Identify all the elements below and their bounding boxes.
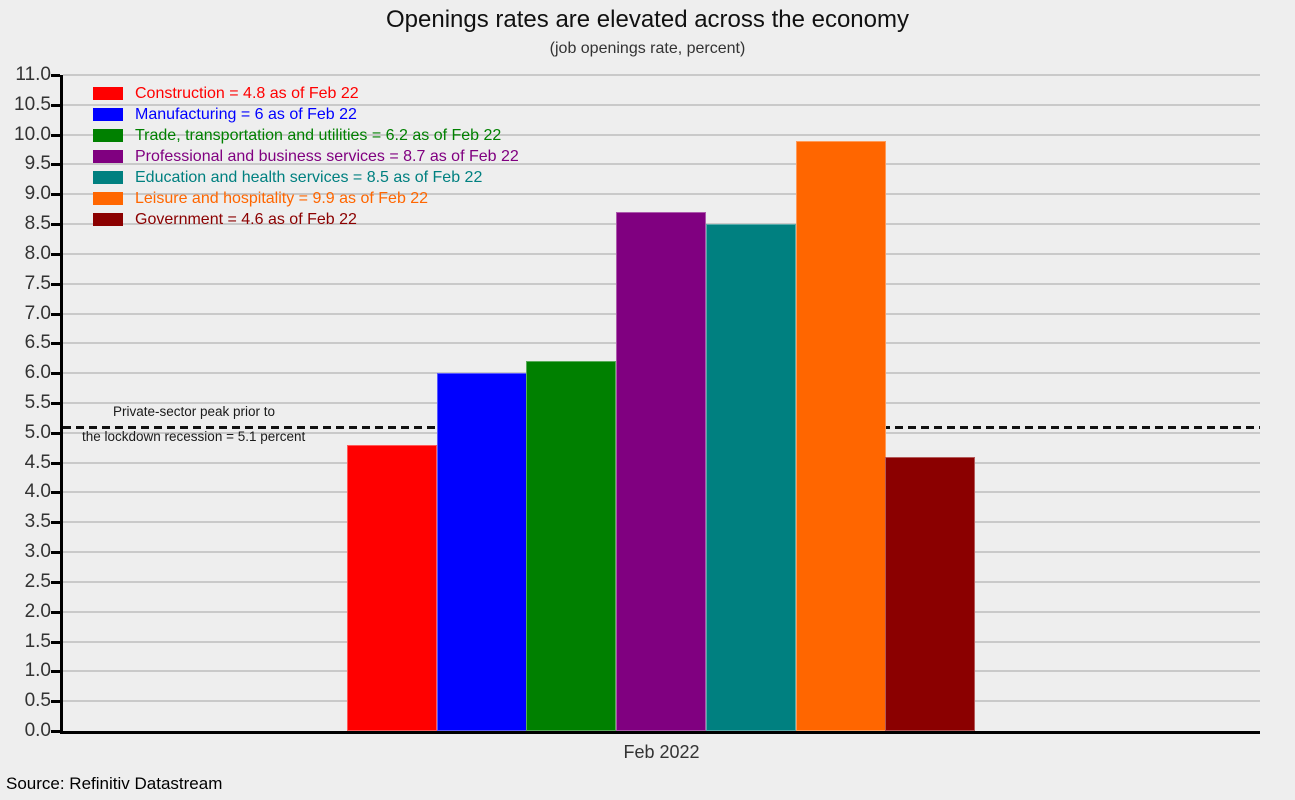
y-axis-tick bbox=[51, 462, 60, 465]
y-axis-tick bbox=[51, 611, 60, 614]
y-axis-tick-label: 9.0 bbox=[24, 183, 51, 204]
legend-swatch bbox=[93, 213, 123, 226]
y-axis-tick bbox=[51, 581, 60, 584]
legend: Construction = 4.8 as of Feb 22 Manufactu… bbox=[93, 83, 519, 230]
y-axis-tick-label: 9.5 bbox=[24, 153, 51, 174]
y-axis-tick bbox=[51, 283, 60, 286]
legend-item: Government = 4.6 as of Feb 22 bbox=[93, 209, 519, 230]
y-axis-tick-label: 5.0 bbox=[24, 422, 51, 443]
bar-manufacturing bbox=[437, 373, 527, 731]
y-axis-tick-label: 4.5 bbox=[24, 452, 51, 473]
bar-construction bbox=[347, 445, 437, 731]
gridline bbox=[63, 104, 1260, 106]
y-axis-tick bbox=[51, 193, 60, 196]
y-axis-tick bbox=[51, 491, 60, 494]
y-axis-tick-label: 8.5 bbox=[24, 213, 51, 234]
y-axis-tick-label: 1.5 bbox=[24, 631, 51, 652]
legend-label: Construction = 4.8 as of Feb 22 bbox=[135, 84, 359, 102]
y-axis-tick-label: 2.5 bbox=[24, 571, 51, 592]
gridline bbox=[63, 134, 1260, 136]
chart-title: Openings rates are elevated across the e… bbox=[386, 6, 909, 33]
bar-leisure-and-hospitality bbox=[796, 141, 886, 731]
bar-education-and-health-services bbox=[706, 224, 796, 731]
y-axis-tick-label: 6.0 bbox=[24, 362, 51, 383]
gridline bbox=[63, 74, 1260, 76]
legend-label: Government = 4.6 as of Feb 22 bbox=[135, 210, 357, 228]
legend-item: Trade, transportation and utilities = 6.… bbox=[93, 125, 519, 146]
legend-label: Leisure and hospitality = 9.9 as of Feb … bbox=[135, 189, 429, 207]
y-axis-tick-label: 8.0 bbox=[24, 243, 51, 264]
y-axis-tick bbox=[51, 551, 60, 554]
plot-area: 11.0 10.5 10.0 9.5 9.0 8.5 8.0 7.5 7.0 6.5 6.0 5.5 5… bbox=[14, 64, 1260, 741]
legend-label: Professional and business services = 8.7… bbox=[135, 147, 519, 165]
y-axis-tick-label: 7.5 bbox=[24, 273, 51, 294]
legend-label: Education and health services = 8.5 as o… bbox=[135, 168, 483, 186]
bar-professional-and-business-services bbox=[616, 212, 706, 731]
legend-swatch bbox=[93, 129, 123, 142]
legend-swatch bbox=[93, 108, 123, 121]
y-axis-tick-label: 2.0 bbox=[24, 601, 51, 622]
legend-item: Leisure and hospitality = 9.9 as of Feb … bbox=[93, 188, 519, 209]
y-axis-tick-label: 3.0 bbox=[24, 541, 51, 562]
bar-trade-transportation-and-utilities bbox=[526, 361, 616, 731]
gridline bbox=[63, 193, 1260, 195]
legend-swatch bbox=[93, 192, 123, 205]
y-axis-tick-label: 0.5 bbox=[24, 690, 51, 711]
y-axis-tick bbox=[51, 402, 60, 405]
y-axis-tick bbox=[51, 641, 60, 644]
y-axis-tick-label: 6.5 bbox=[24, 332, 51, 353]
y-axis-tick-label: 7.0 bbox=[24, 303, 51, 324]
legend-item: Manufacturing = 6 as of Feb 22 bbox=[93, 104, 519, 125]
y-axis-tick-label: 5.5 bbox=[24, 392, 51, 413]
legend-item: Education and health services = 8.5 as o… bbox=[93, 167, 519, 188]
y-axis-tick-label: 1.0 bbox=[24, 660, 51, 681]
reference-line-annotation-line1: Private-sector peak prior to bbox=[113, 404, 276, 419]
source-text: Source: Refinitiv Datastream bbox=[6, 774, 223, 793]
bar-government bbox=[885, 457, 975, 731]
legend-swatch bbox=[93, 150, 123, 163]
y-axis-tick-label: 0.0 bbox=[24, 720, 51, 741]
y-axis-tick-label: 11.0 bbox=[15, 64, 51, 85]
y-axis-tick bbox=[51, 134, 60, 137]
y-axis-tick bbox=[51, 253, 60, 256]
y-axis-tick bbox=[51, 730, 60, 733]
y-axis-tick bbox=[51, 432, 60, 435]
y-axis-tick bbox=[51, 104, 60, 107]
y-axis-tick-label: 4.0 bbox=[24, 481, 51, 502]
y-axis-tick-label: 3.5 bbox=[24, 511, 51, 532]
legend-item: Professional and business services = 8.7… bbox=[93, 146, 519, 167]
y-axis-tick-label: 10.0 bbox=[14, 124, 51, 145]
legend-item: Construction = 4.8 as of Feb 22 bbox=[93, 83, 519, 104]
y-axis-tick bbox=[51, 74, 60, 77]
legend-swatch bbox=[93, 87, 123, 100]
y-axis-tick bbox=[51, 163, 60, 166]
y-axis-tick bbox=[51, 670, 60, 673]
y-axis-tick bbox=[51, 521, 60, 524]
reference-line-annotation-line2: the lockdown recession = 5.1 percent bbox=[82, 429, 306, 444]
x-axis-label: Feb 2022 bbox=[623, 742, 700, 762]
y-axis-tick bbox=[51, 223, 60, 226]
y-axis-tick-label: 10.5 bbox=[14, 94, 51, 115]
y-axis-tick bbox=[51, 313, 60, 316]
y-axis-tick bbox=[51, 700, 60, 703]
legend-swatch bbox=[93, 171, 123, 184]
legend-label: Trade, transportation and utilities = 6.… bbox=[135, 126, 502, 144]
chart-subtitle: (job openings rate, percent) bbox=[549, 40, 746, 57]
gridline bbox=[63, 163, 1260, 165]
y-axis-tick bbox=[51, 372, 60, 375]
legend-label: Manufacturing = 6 as of Feb 22 bbox=[135, 105, 357, 123]
y-axis-tick bbox=[51, 342, 60, 345]
